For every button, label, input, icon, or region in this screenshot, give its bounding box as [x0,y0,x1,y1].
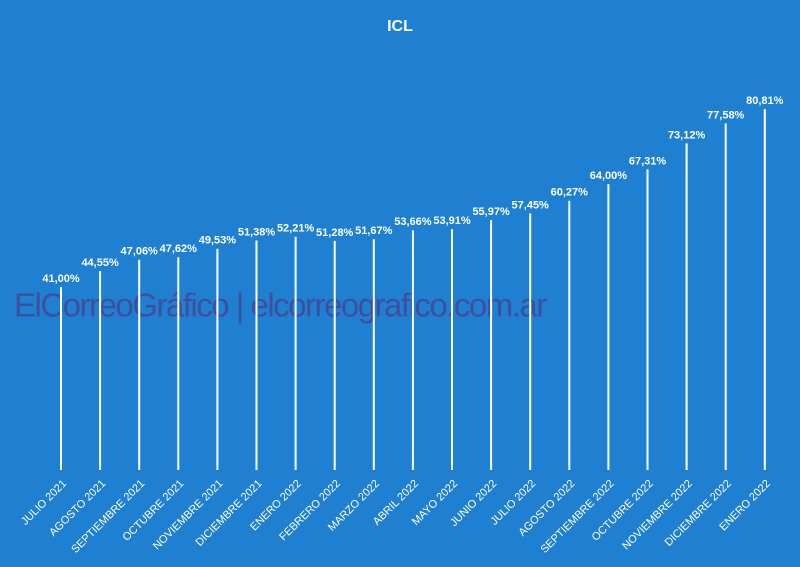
bar [60,286,62,470]
bar [138,259,141,470]
data-label: 51,38% [238,226,276,238]
bar [490,220,493,470]
data-label: 44,55% [81,257,119,269]
data-label: 47,62% [160,243,198,255]
data-label: 49,53% [199,235,237,247]
data-label: 53,66% [394,216,432,228]
bar [372,239,375,470]
data-label: 73,12% [668,129,706,141]
data-label: 57,45% [512,199,550,211]
chart-title: ICL [387,18,413,35]
data-label: 41,00% [42,273,80,285]
bar [255,240,258,470]
data-label: 51,28% [316,227,354,239]
bar [177,257,180,470]
bar [685,143,688,470]
bar [333,240,336,470]
data-label: 51,67% [355,225,393,237]
data-label: 67,31% [629,155,667,167]
data-label: 53,91% [433,215,471,227]
bar [646,169,649,470]
data-label: 60,27% [551,187,589,199]
bar [607,184,610,470]
data-label: 80,81% [746,95,784,107]
bar [216,248,219,470]
bar [99,271,102,470]
bar [411,230,414,470]
bar [763,109,766,470]
data-label: 52,21% [277,223,315,235]
bar [529,213,532,470]
data-label: 77,58% [707,109,745,121]
bar [724,123,727,470]
bar [451,229,453,470]
watermark: ElCorreoGráfico | elcorreografico.com.ar [14,287,547,324]
data-label: 47,06% [121,246,159,258]
data-label: 64,00% [590,170,628,182]
bar [294,236,297,470]
bar [568,200,571,470]
data-label: 55,97% [472,206,510,218]
